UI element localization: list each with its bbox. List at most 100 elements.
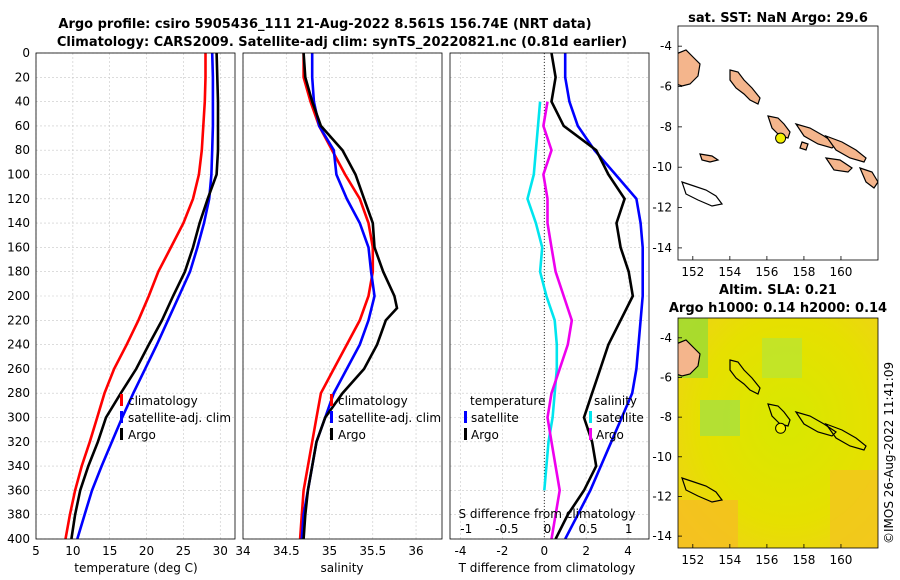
land-islet-b	[799, 141, 809, 151]
y-tick-label: 280	[7, 386, 30, 400]
y-tick-label: 340	[7, 459, 30, 473]
y-tick-label: 20	[15, 70, 30, 84]
map-y-tick-label: -8	[660, 410, 672, 424]
difference-legend: temperature salinity satellite Argo sate…	[464, 394, 644, 442]
difference-panel: -4 -2 0 2 4 -1 -0.5 0 0.5 1	[449, 52, 650, 558]
map-y-tick-label: -14	[652, 241, 672, 255]
difference-top-xlabel: S difference from climatology	[459, 507, 636, 521]
y-tick-label: 320	[7, 435, 30, 449]
y-tick-label: 0	[22, 46, 30, 60]
series-line-argo	[70, 53, 220, 539]
credit-text: ©IMOS 26-Aug-2022 11:41:09	[882, 362, 896, 544]
sla-map: 152 154 156 158 160 -4 -6 -8 -10 -12 -14	[652, 317, 879, 567]
x-tick-label: 5	[32, 544, 40, 558]
map-x-tick-label: 156	[755, 553, 778, 567]
legend-label-argo: Argo	[338, 428, 366, 442]
x-tick-label: 34	[235, 544, 250, 558]
map-y-tick-label: -4	[660, 331, 672, 345]
sla-land-new-ireland	[729, 359, 761, 395]
series-line-temperature-argo	[563, 53, 644, 539]
series-line-temperature-satellite	[526, 101, 559, 491]
legend-label-sal-argo: Argo	[596, 428, 624, 442]
argo-position-marker	[775, 132, 787, 144]
land-island-malaita	[858, 167, 878, 189]
map-x-tick-label: 154	[718, 553, 741, 567]
sla-patch-green-2	[700, 400, 740, 436]
sla-land-bougainville	[767, 403, 791, 427]
map-x-tick-label: 158	[792, 265, 815, 279]
argo-position-marker	[775, 422, 787, 434]
sla-patch-green-3	[762, 338, 802, 378]
sst-map-frame	[677, 25, 879, 261]
temperature-xlabel: temperature (deg C)	[74, 561, 197, 575]
x-tick-label: -4	[454, 544, 466, 558]
y-tick-label: 80	[15, 143, 30, 157]
series-line-salinity-argo	[550, 53, 635, 539]
land-island-bougainville	[767, 115, 791, 139]
map-y-tick-label: -10	[652, 160, 672, 174]
sla-land-png-west	[678, 339, 701, 377]
x-top-tick-label: 0.5	[579, 522, 598, 536]
legend-label-argo: Argo	[128, 428, 156, 442]
y-tick-label: 400	[7, 532, 30, 546]
map-x-tick-label: 160	[830, 265, 853, 279]
sla-patch-orange-2	[830, 470, 878, 548]
legend-header-salinity: salinity	[594, 394, 637, 408]
y-tick-label: 140	[7, 216, 30, 230]
map-x-tick-label: 160	[830, 553, 853, 567]
panel-frame	[449, 52, 650, 540]
map-y-tick-label: -8	[660, 120, 672, 134]
legend-label-climatology: climatology	[338, 394, 408, 408]
sla-map-title-1: Altim. SLA: 0.21	[719, 283, 837, 298]
land-island-new-ireland	[729, 69, 761, 105]
legend-swatch-temp-satellite	[464, 411, 467, 423]
land-island-guadalcanal	[824, 157, 853, 173]
x-top-tick-label: -1	[460, 522, 472, 536]
map-x-tick-label: 152	[681, 553, 704, 567]
map-x-tick-label: 152	[681, 265, 704, 279]
legend-swatch-climatology	[330, 394, 333, 406]
legend-swatch-climatology	[120, 394, 123, 406]
x-tick-label: 30	[213, 544, 228, 558]
x-tick-label: 34.5	[273, 544, 300, 558]
series-line-argo	[302, 53, 399, 539]
y-tick-label: 160	[7, 240, 30, 254]
y-tick-label: 220	[7, 313, 30, 327]
x-top-tick-label: -0.5	[495, 522, 518, 536]
sla-map-title-2: Argo h1000: 0.14 h2000: 0.14	[669, 301, 887, 316]
y-tick-label: 180	[7, 265, 30, 279]
x-top-tick-label: 1	[625, 522, 633, 536]
land-islet-a	[699, 153, 720, 163]
legend-swatch-sal-argo	[589, 428, 592, 440]
map-y-tick-label: -6	[660, 80, 672, 94]
salinity-panel: 34 34.5 35 35.5 36	[235, 52, 443, 558]
y-tick-label: 300	[7, 411, 30, 425]
temperature-panel: 0 20 40 60 80 100 120 140 160 180 200 220 240 260 280 3…	[7, 46, 236, 558]
series-line-climatology	[64, 53, 207, 539]
x-tick-label: 35	[322, 544, 337, 558]
x-top-tick-label: 0	[544, 522, 552, 536]
sla-patch-orange-1	[678, 500, 738, 548]
panel-frame	[35, 52, 236, 540]
legend-swatch-temp-argo	[464, 428, 467, 440]
legend-label-satellite: satellite-adj. clim	[338, 411, 441, 425]
map-x-tick-label: 158	[792, 553, 815, 567]
land-png-tip	[681, 181, 724, 207]
x-tick-label: 10	[65, 544, 80, 558]
difference-xlabel: T difference from climatology	[458, 561, 636, 575]
sst-map: 152 154 156 158 160 -4 -6 -8 -10 -12 -14	[652, 25, 879, 279]
sst-map-title: sat. SST: NaN Argo: 29.6	[688, 11, 868, 26]
legend-label-temp-satellite: satellite	[471, 411, 519, 425]
panel-frame	[242, 52, 443, 540]
y-tick-label: 40	[15, 95, 30, 109]
y-tick-label: 120	[7, 192, 30, 206]
legend-label-satellite: satellite-adj. clim	[128, 411, 231, 425]
sst-map-ticks: 152 154 156 158 160 -4 -6 -8 -10 -12 -14	[652, 39, 852, 279]
x-tick-label: 15	[102, 544, 117, 558]
legend-swatch-sal-satellite	[589, 411, 592, 423]
x-tick-label: 35.5	[359, 544, 386, 558]
series-line-salinity-satellite	[542, 101, 574, 539]
x-tick-label: 25	[176, 544, 191, 558]
salinity-legend: climatology satellite-adj. clim Argo	[330, 394, 441, 442]
